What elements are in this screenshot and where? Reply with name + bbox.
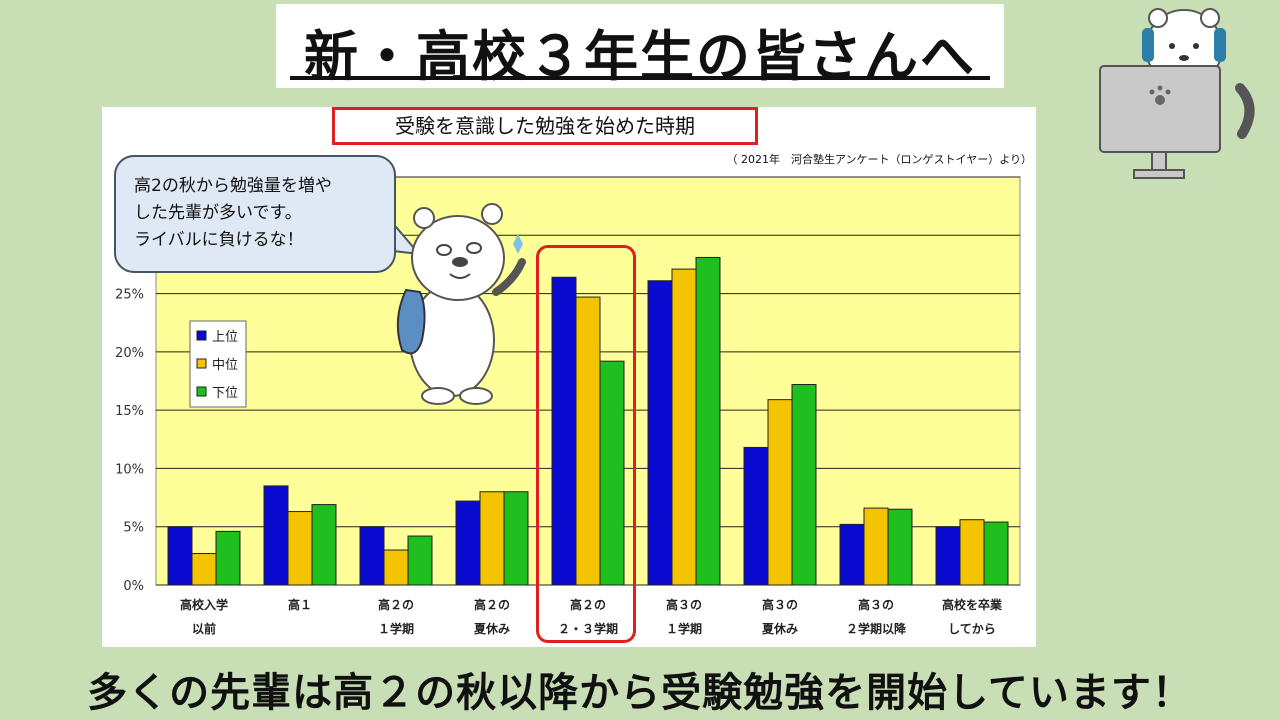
bar-中位: [383, 549, 409, 586]
bar-上位: [839, 523, 865, 586]
x-tick-label: １学期: [378, 621, 414, 636]
y-tick-label: 20%: [115, 346, 144, 361]
chart-source: （ 2021年 河合塾生アンケート（ロンゲストイヤー）より）: [726, 153, 1033, 166]
x-tick-label: 以前: [192, 621, 216, 636]
speech-bubble: 高2の秋から勉強量を増や した先輩が多いです。 ライバルに負けるな！: [114, 155, 396, 273]
y-tick-label: 0%: [123, 579, 144, 594]
x-tick-label: 夏休み: [474, 621, 510, 636]
title-box: 新・高校３年生の皆さんへ: [276, 4, 1004, 88]
x-tick-label: 高１: [288, 597, 312, 612]
x-tick-label: 夏休み: [762, 621, 798, 636]
legend-swatch: [196, 386, 207, 397]
bar-中位: [767, 399, 793, 586]
x-tick-label: してから: [948, 622, 996, 636]
y-tick-label: 15%: [115, 404, 144, 419]
x-tick-label: 高校を卒業: [942, 597, 1003, 612]
polar-bear-mascot-icon: [396, 203, 526, 405]
bar-上位: [935, 526, 961, 586]
x-tick-label: 高校入学: [180, 597, 228, 612]
bottom-message: 多くの先輩は高２の秋以降から受験勉強を開始しています！: [87, 670, 1193, 716]
bar-下位: [695, 256, 721, 586]
bar-下位: [311, 504, 337, 586]
x-tick-label: 高３の: [858, 597, 894, 612]
y-tick-label: 10%: [115, 462, 144, 477]
bar-下位: [407, 535, 433, 586]
bubble-line-3: ライバルに負けるな！: [134, 230, 304, 250]
bar-上位: [647, 280, 673, 586]
bubble-line-1: 高2の秋から勉強量を増や: [134, 176, 332, 196]
legend-swatch: [196, 330, 207, 341]
bar-上位: [167, 526, 193, 586]
bar-上位: [743, 446, 769, 586]
x-tick-label: ２学期以降: [846, 621, 907, 636]
bar-中位: [287, 511, 313, 586]
bar-中位: [575, 296, 601, 586]
bubble-line-2: した先輩が多いです。: [134, 203, 302, 223]
bar-下位: [503, 491, 529, 586]
x-tick-label: 高３の: [666, 597, 702, 612]
legend-label: 下位: [212, 386, 238, 401]
legend-label: 中位: [212, 358, 238, 373]
title-underline: [290, 76, 990, 80]
chart-title: 受験を意識した勉強を始めた時期: [332, 107, 758, 145]
y-tick-label: 5%: [123, 521, 144, 536]
x-tick-label: １学期: [666, 621, 702, 636]
x-tick-label: 高２の: [378, 597, 414, 612]
legend-label: 上位: [212, 330, 238, 345]
bar-中位: [671, 268, 697, 586]
y-tick-label: 25%: [115, 288, 144, 303]
x-tick-label: 高２の: [570, 597, 606, 612]
bar-下位: [599, 360, 625, 586]
bar-下位: [791, 383, 817, 586]
highlight-frame: [536, 245, 636, 643]
legend-swatch: [196, 358, 207, 369]
bar-中位: [863, 507, 889, 586]
bar-上位: [359, 526, 385, 586]
x-tick-label: 高３の: [762, 597, 798, 612]
bar-上位: [263, 485, 289, 586]
x-tick-label: 高２の: [474, 597, 510, 612]
x-tick-label: ２・３学期: [558, 621, 618, 636]
bar-上位: [455, 500, 481, 586]
bar-下位: [983, 521, 1009, 586]
bar-下位: [215, 530, 241, 586]
bar-中位: [191, 553, 217, 586]
bar-下位: [887, 508, 913, 586]
bar-中位: [479, 491, 505, 586]
bear-at-computer-icon: [1099, 8, 1255, 179]
bar-中位: [959, 519, 985, 586]
